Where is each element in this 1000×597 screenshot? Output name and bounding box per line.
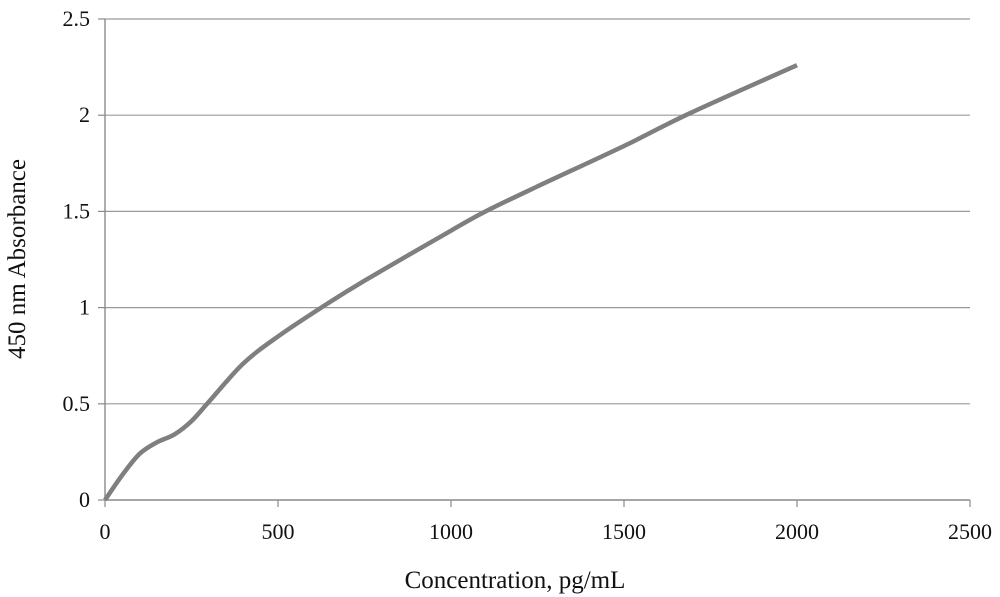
y-tick-label-5: 2.5 — [63, 6, 91, 31]
y-tick-label-2: 1 — [79, 295, 90, 320]
x-axis-title: Concentration, pg/mL — [405, 567, 626, 594]
y-tick-label-3: 1.5 — [63, 198, 91, 223]
x-tick-label-3: 1500 — [602, 519, 646, 544]
x-tick-label-5: 2500 — [948, 519, 992, 544]
x-tick-label-2: 1000 — [429, 519, 473, 544]
y-axis-title: 450 nm Absorbance — [4, 159, 31, 359]
y-tick-label-1: 0.5 — [63, 391, 91, 416]
x-tick-label-4: 2000 — [775, 519, 819, 544]
series — [103, 63, 798, 502]
x-tick-label-0: 0 — [100, 519, 111, 544]
series-line-0 — [103, 63, 798, 502]
y-tick-label-4: 2 — [79, 102, 90, 127]
tick-labels: 0 0.5 1 1.5 2 2.5 0 500 1000 1500 2000 2500 — [63, 6, 993, 544]
gridlines — [105, 18, 970, 405]
axes — [98, 18, 971, 507]
y-tick-label-0: 0 — [79, 487, 90, 512]
x-tick-label-1: 500 — [262, 519, 295, 544]
